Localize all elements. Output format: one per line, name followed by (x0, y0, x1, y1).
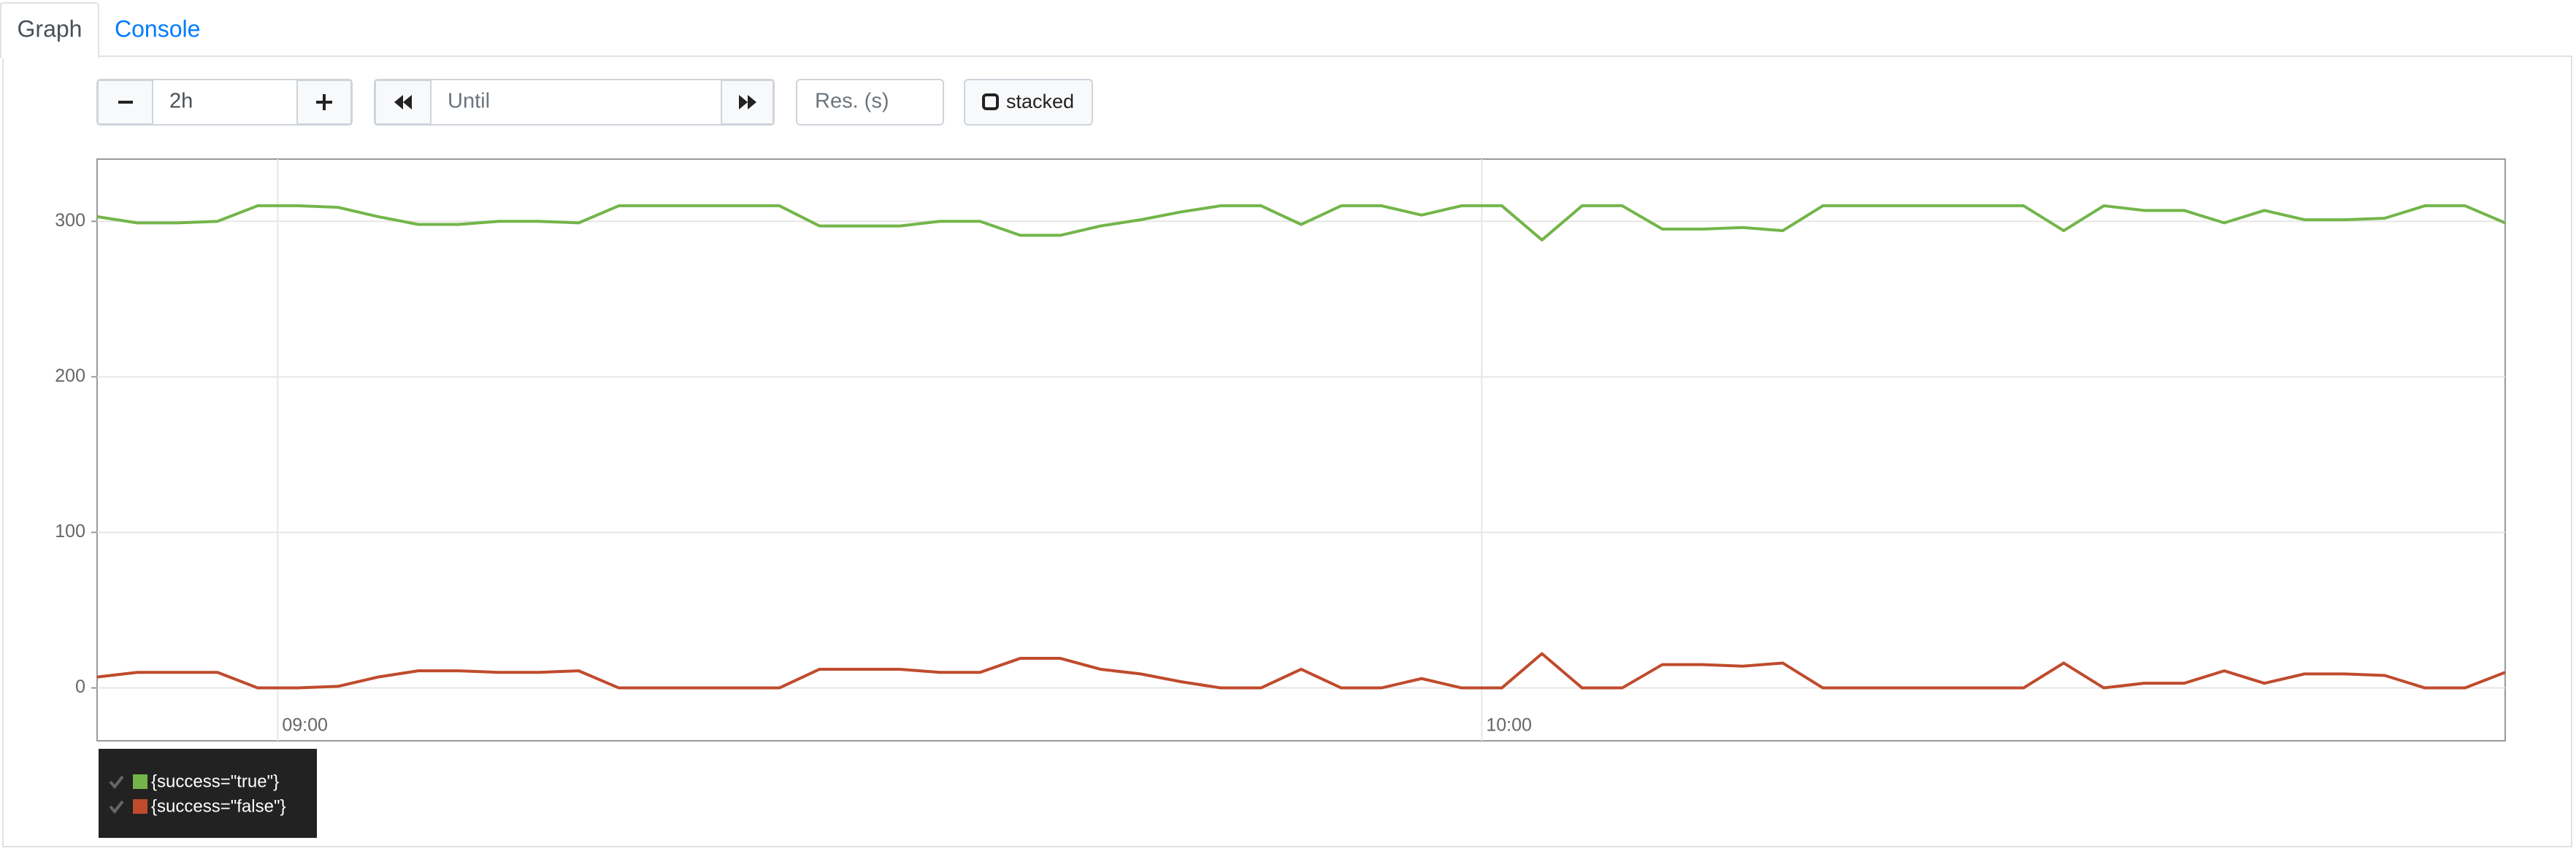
tab-graph[interactable]: Graph (18, 15, 83, 42)
legend-label: {success="false"} (151, 796, 285, 816)
legend-check (109, 800, 124, 815)
forward-icon (739, 95, 756, 109)
until-input[interactable]: Until (448, 90, 490, 113)
back-button[interactable] (375, 80, 432, 125)
y-tick-label: 300 (55, 210, 85, 231)
until-group (374, 79, 775, 126)
y-tick-label: 200 (55, 366, 85, 386)
legend-check (109, 775, 124, 790)
range-input[interactable]: 2h (169, 90, 193, 113)
resolution-input-box[interactable] (796, 79, 944, 126)
legend (99, 749, 317, 838)
back-icon (394, 95, 412, 109)
legend-swatch (133, 774, 147, 789)
plot-area (96, 158, 2506, 742)
plot: 0 100 200 300 09:00 10:00 (55, 159, 2506, 741)
x-tick-label: 10:00 (1486, 715, 1532, 736)
y-tick-label: 100 (55, 521, 85, 542)
tab-gap (1, 55, 98, 58)
stacked-label: stacked (1006, 91, 1074, 112)
x-tick-label: 09:00 (282, 715, 328, 736)
resolution-input[interactable]: Res. (s) (815, 90, 889, 113)
series-line (96, 652, 2506, 690)
legend-swatch (133, 799, 147, 814)
legend-label: {success="true"} (151, 771, 279, 791)
stacked-checkbox (982, 93, 999, 110)
series-line (96, 204, 2506, 242)
tab-border (0, 2, 99, 58)
plus-icon (316, 94, 332, 110)
legend-items: {success="true"} {success="false"} (109, 771, 285, 816)
tab-console[interactable]: Console (115, 15, 200, 42)
stacked-button[interactable] (964, 79, 1093, 126)
y-tick-label: 0 (75, 677, 85, 697)
minus-icon (118, 101, 133, 104)
